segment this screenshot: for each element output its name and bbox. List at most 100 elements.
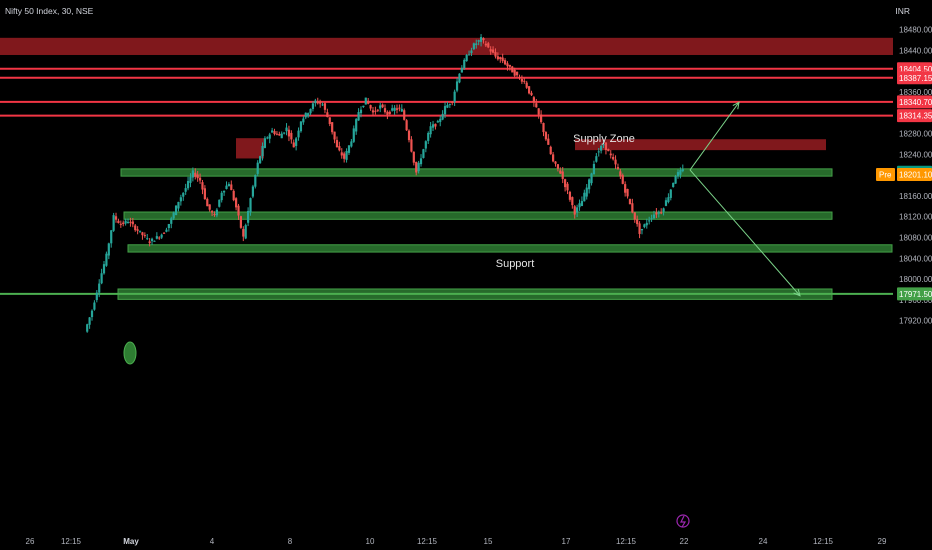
candle-body: [314, 100, 317, 104]
candle: [148, 238, 151, 247]
candle-body: [364, 97, 367, 105]
candle-body: [225, 185, 228, 189]
price-tick-label: 18040.00: [899, 254, 932, 263]
price-tag-value: 18201.10: [899, 171, 932, 180]
candle: [242, 226, 245, 242]
candle: [95, 290, 98, 303]
candle-body: [345, 150, 348, 160]
projection-arrowhead: [793, 288, 801, 297]
candle: [112, 212, 115, 232]
candle: [540, 110, 543, 124]
candle-body: [588, 179, 591, 190]
candle-body: [148, 241, 151, 244]
candle: [251, 184, 255, 199]
candle-body: [141, 232, 144, 236]
candle: [580, 196, 584, 207]
candle-body: [287, 129, 291, 137]
candle: [648, 216, 651, 225]
candle: [391, 104, 394, 112]
candle-body: [136, 229, 139, 231]
candle-body: [124, 220, 127, 224]
candle: [210, 209, 214, 217]
candle-body: [350, 141, 353, 147]
candle-body: [285, 127, 288, 132]
projection-arrowhead: [732, 101, 740, 110]
supply-zone: [575, 139, 826, 151]
supply-zone: [236, 138, 264, 159]
candle: [350, 139, 353, 148]
candle: [343, 151, 346, 163]
candle: [660, 208, 663, 215]
candle-body: [532, 97, 535, 103]
candle: [268, 132, 271, 144]
price-tag-bg: [897, 168, 932, 182]
candle: [117, 218, 120, 224]
time-axis[interactable]: 26 12:15 May 4 8 10 12:15 15 17 12:15 22 24 12:15 29: [26, 537, 887, 546]
candle-body: [131, 221, 134, 225]
candle-body: [561, 171, 564, 179]
lightning-icon[interactable]: [676, 514, 690, 528]
candle: [604, 142, 608, 155]
candle: [362, 105, 365, 108]
candle-body: [405, 120, 408, 131]
candle: [513, 67, 516, 78]
candle-body: [636, 219, 639, 225]
candle-body: [525, 82, 528, 88]
candle-body: [600, 145, 603, 151]
candle: [328, 117, 331, 127]
candle-body: [304, 112, 307, 118]
candle-body: [410, 139, 413, 152]
candle: [542, 122, 545, 137]
candle: [107, 242, 110, 260]
candle-body: [460, 67, 463, 73]
time-tick-label: 12:15: [61, 537, 82, 546]
candle: [482, 37, 485, 44]
candle-body: [544, 132, 548, 140]
candle-body: [681, 169, 684, 172]
price-tick-label: 18480.00: [899, 26, 932, 35]
candle-body: [578, 203, 581, 208]
candle: [316, 97, 319, 105]
candle: [285, 123, 288, 136]
candle-body: [266, 137, 269, 139]
candle-body: [278, 134, 281, 136]
candle-body: [552, 154, 555, 162]
candle: [451, 100, 454, 106]
candle: [561, 167, 564, 184]
candle: [655, 208, 658, 219]
candle-body: [307, 113, 310, 117]
candle: [407, 129, 411, 143]
levels-layer: [0, 67, 893, 295]
candle: [292, 139, 295, 148]
candle: [266, 136, 269, 140]
candle: [479, 34, 483, 47]
misc-layer: [123, 341, 690, 528]
candle-body: [624, 184, 627, 193]
candle-body: [458, 73, 461, 83]
candle: [247, 207, 250, 227]
candle-body: [549, 146, 552, 155]
candle: [256, 160, 259, 177]
candle: [162, 232, 166, 234]
candle-body: [244, 225, 247, 239]
candle-body: [177, 201, 180, 209]
candle: [150, 237, 154, 245]
candle-body: [590, 173, 593, 184]
price-tag-value: 18314.35: [899, 112, 932, 121]
candle-body: [86, 324, 89, 332]
price-tag-bg: [897, 95, 932, 109]
candle: [93, 300, 96, 311]
candle: [227, 182, 230, 187]
candle-body: [540, 114, 543, 123]
candle: [638, 221, 641, 239]
candle-body: [513, 69, 516, 76]
candle-body: [374, 110, 377, 112]
candle-body: [122, 222, 125, 225]
candle: [566, 181, 569, 195]
candle-body: [117, 220, 120, 224]
candle-body: [424, 141, 427, 149]
candle-body: [263, 138, 267, 148]
candle-body: [165, 229, 168, 232]
candle: [633, 212, 636, 223]
